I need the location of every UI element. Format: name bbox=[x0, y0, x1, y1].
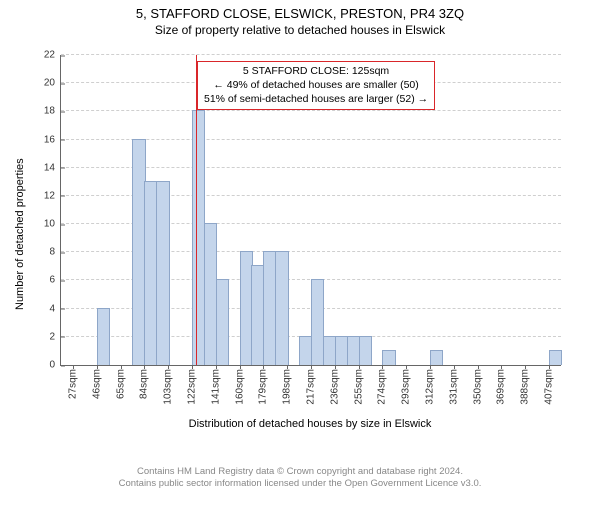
gridline bbox=[61, 54, 561, 55]
x-tick-label: 312sqm bbox=[425, 365, 436, 405]
x-tick-label: 350sqm bbox=[472, 365, 483, 405]
x-tick-label: 274sqm bbox=[377, 365, 388, 405]
y-tick-label: 0 bbox=[49, 360, 61, 371]
histogram-bar bbox=[382, 350, 395, 365]
histogram-plot: 024681012141618202227sqm46sqm65sqm84sqm1… bbox=[60, 55, 561, 366]
y-tick-label: 6 bbox=[49, 275, 61, 286]
footer-attribution: Contains HM Land Registry data © Crown c… bbox=[0, 466, 600, 491]
x-tick-label: 198sqm bbox=[282, 365, 293, 405]
footer-line1: Contains HM Land Registry data © Crown c… bbox=[0, 466, 600, 478]
x-tick-label: 255sqm bbox=[353, 365, 364, 405]
y-tick-label: 8 bbox=[49, 247, 61, 258]
y-tick-label: 14 bbox=[44, 162, 61, 173]
histogram-bar bbox=[359, 336, 372, 365]
histogram-bar bbox=[156, 181, 169, 365]
x-tick-label: 217sqm bbox=[306, 365, 317, 405]
x-axis-label: Distribution of detached houses by size … bbox=[60, 418, 560, 430]
y-tick-label: 12 bbox=[44, 190, 61, 201]
x-tick-label: 160sqm bbox=[234, 365, 245, 405]
x-tick-label: 369sqm bbox=[496, 365, 507, 405]
histogram-bar bbox=[97, 308, 110, 365]
page-title: 5, STAFFORD CLOSE, ELSWICK, PRESTON, PR4… bbox=[0, 6, 600, 21]
x-tick-label: 27sqm bbox=[67, 365, 78, 399]
x-tick-label: 407sqm bbox=[544, 365, 555, 405]
histogram-bar bbox=[430, 350, 443, 365]
x-tick-label: 179sqm bbox=[258, 365, 269, 405]
x-tick-label: 293sqm bbox=[401, 365, 412, 405]
y-tick-label: 20 bbox=[44, 78, 61, 89]
x-tick-label: 141sqm bbox=[210, 365, 221, 405]
y-tick-label: 22 bbox=[44, 50, 61, 61]
x-tick-label: 122sqm bbox=[186, 365, 197, 405]
y-tick-label: 10 bbox=[44, 219, 61, 230]
histogram-bar bbox=[216, 279, 229, 365]
histogram-bar bbox=[275, 251, 288, 365]
y-tick-label: 16 bbox=[44, 134, 61, 145]
x-tick-label: 331sqm bbox=[448, 365, 459, 405]
x-tick-label: 388sqm bbox=[520, 365, 531, 405]
x-tick-label: 103sqm bbox=[163, 365, 174, 405]
x-tick-label: 236sqm bbox=[329, 365, 340, 405]
page-subtitle: Size of property relative to detached ho… bbox=[0, 23, 600, 37]
annotation-line3: 51% of semi-detached houses are larger (… bbox=[204, 92, 428, 106]
footer-line2: Contains public sector information licen… bbox=[0, 478, 600, 490]
x-tick-label: 46sqm bbox=[91, 365, 102, 399]
annotation-box: 5 STAFFORD CLOSE: 125sqm← 49% of detache… bbox=[197, 61, 435, 110]
x-tick-label: 65sqm bbox=[115, 365, 126, 399]
annotation-line2: ← 49% of detached houses are smaller (50… bbox=[204, 78, 428, 92]
y-axis-label: Number of detached properties bbox=[14, 159, 26, 311]
annotation-line1: 5 STAFFORD CLOSE: 125sqm bbox=[204, 64, 428, 78]
x-tick-label: 84sqm bbox=[139, 365, 150, 399]
y-tick-label: 4 bbox=[49, 303, 61, 314]
y-tick-label: 2 bbox=[49, 331, 61, 342]
y-tick-label: 18 bbox=[44, 106, 61, 117]
gridline bbox=[61, 110, 561, 111]
histogram-bar bbox=[549, 350, 562, 365]
chart-container: 0 2 4 6 8 10 12 14 16 18 20 22 27sqm 46sqm 65sqm 84sqm 1… bbox=[0, 46, 600, 446]
